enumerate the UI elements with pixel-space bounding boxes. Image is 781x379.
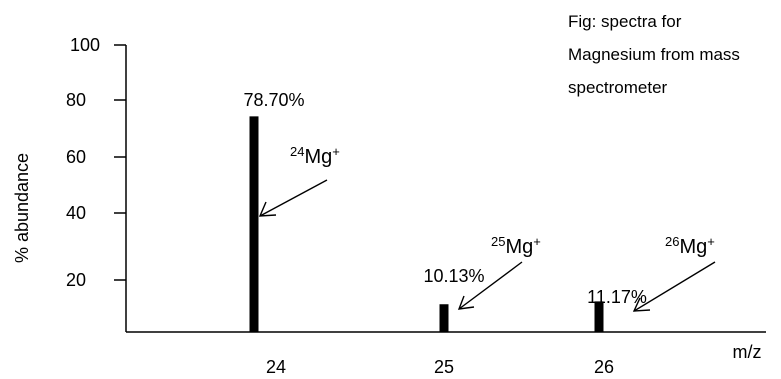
y-tick-label-100: 100 (70, 35, 100, 55)
y-tick-label-20: 20 (66, 270, 86, 290)
y-axis-title: % abundance (12, 153, 32, 263)
bar-mz-26 (594, 301, 604, 332)
bar-mz-25 (439, 304, 449, 332)
figure-caption-line-1: Fig: spectra for (568, 12, 682, 31)
bar-mz-24 (249, 116, 259, 332)
figure-caption-line-3: spectrometer (568, 78, 668, 97)
arrow-25mg (457, 261, 523, 310)
arrow-26mg (632, 261, 716, 312)
y-tick-label-60: 60 (66, 147, 86, 167)
isotope-label-24mg: 24Mg+ (290, 144, 340, 168)
x-axis-title: m/z (733, 342, 762, 362)
x-tick-label-24: 24 (266, 357, 286, 377)
isotope-label-26mg: 26Mg+ (665, 234, 715, 258)
x-tick-label-25: 25 (434, 357, 454, 377)
isotope-label-25mg: 25Mg+ (491, 234, 541, 258)
y-tick-marks (114, 44, 126, 281)
y-tick-label-40: 40 (66, 203, 86, 223)
data-label-25: 10.13% (423, 266, 484, 286)
y-tick-label-80: 80 (66, 90, 86, 110)
data-label-24: 78.70% (243, 90, 304, 110)
arrow-24mg (258, 179, 328, 217)
data-label-26: 11.17% (587, 287, 647, 307)
figure-caption-line-2: Magnesium from mass (568, 45, 740, 64)
x-tick-label-26: 26 (594, 357, 614, 377)
